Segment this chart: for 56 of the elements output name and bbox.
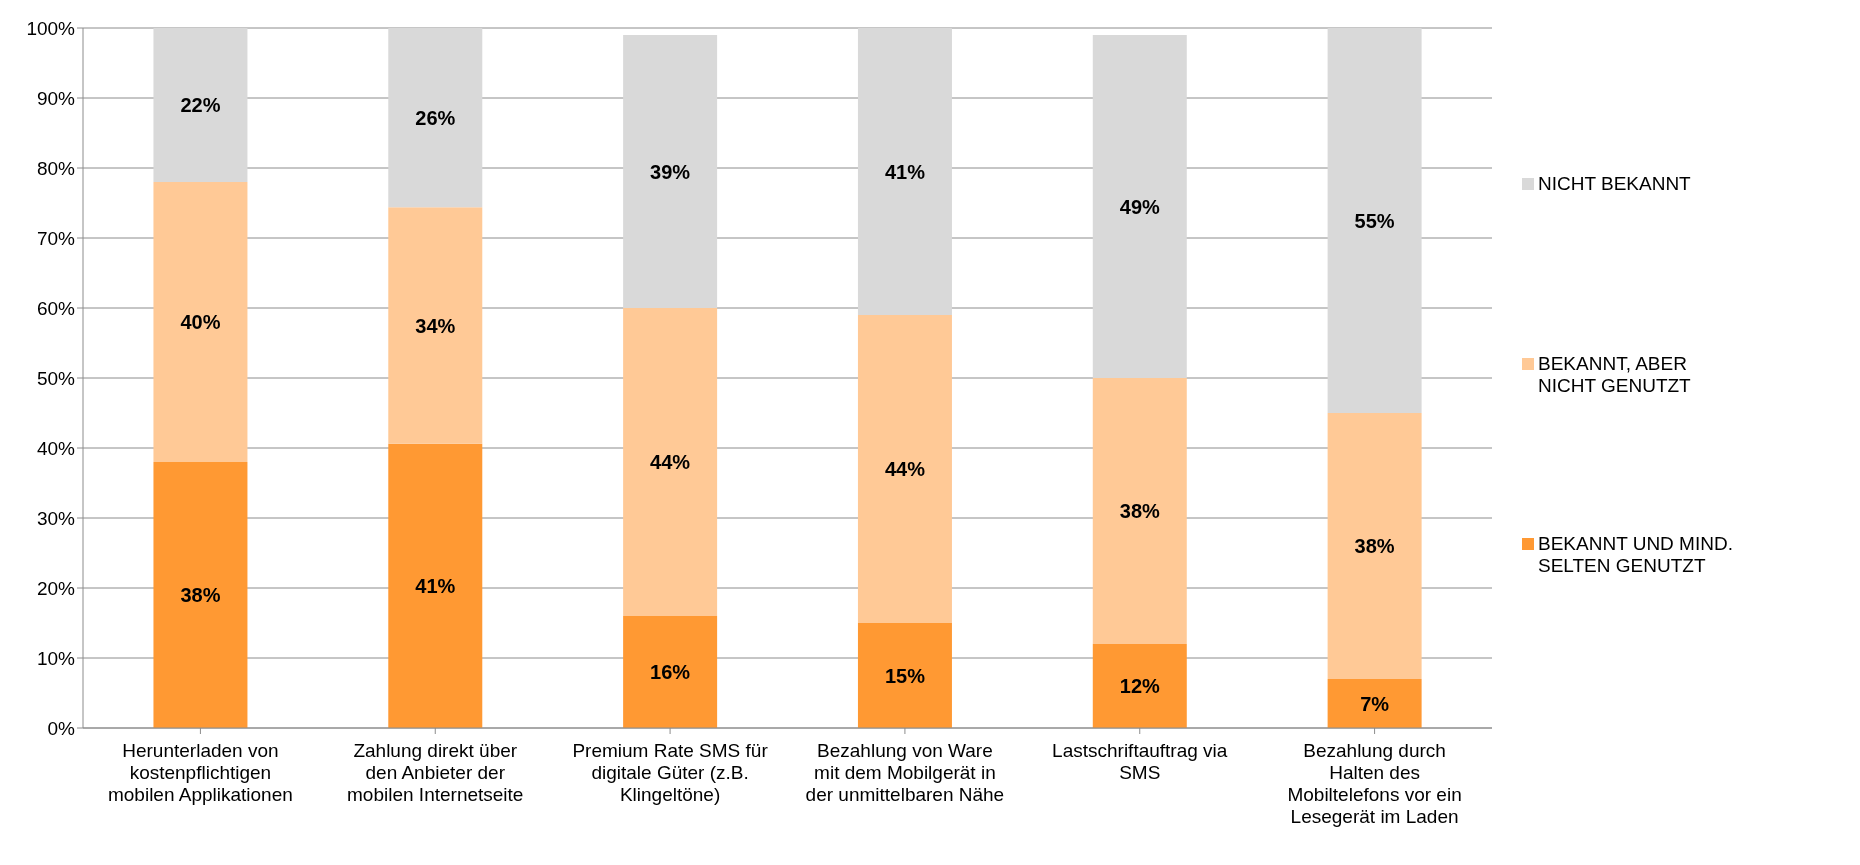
data-label: 40% <box>180 311 221 333</box>
data-label: 7% <box>1360 692 1390 715</box>
data-label: 41% <box>884 160 926 183</box>
bar <box>857 623 952 728</box>
bar <box>153 462 248 728</box>
x-tick-label: Lastschriftauftrag via SMS <box>1051 740 1229 784</box>
data-label: 44% <box>650 451 691 473</box>
bar <box>623 35 718 308</box>
data-label: 26% <box>415 106 456 129</box>
x-tick-label: Zahlung direkt über den Anbieter der mobilen Internetseite <box>346 740 525 806</box>
data-label: 22% <box>180 94 221 116</box>
data-label: 44% <box>884 458 926 480</box>
y-tick-label: 50% <box>36 367 76 389</box>
y-tick-label: 100% <box>26 17 76 39</box>
data-label: 39% <box>650 160 691 183</box>
y-tick-label: 90% <box>36 87 76 109</box>
bar <box>1092 644 1187 728</box>
data-label: 34% <box>415 314 456 337</box>
legend-label: BEKANNT UND MIND. SELTEN GENUTZT <box>1538 533 1734 577</box>
bar <box>857 315 952 623</box>
bar <box>1092 378 1187 644</box>
x-tick-label: Bezahlung von Ware mit dem Mobilgerät in der unmittelbaren Nähe <box>804 740 1005 806</box>
bar <box>153 182 248 462</box>
bar <box>1327 679 1422 728</box>
bar <box>857 28 952 315</box>
data-label: 16% <box>650 661 691 683</box>
y-tick-label: 0% <box>47 717 76 739</box>
y-tick-label: 40% <box>36 437 76 459</box>
data-label: 12% <box>1119 675 1161 697</box>
bar <box>623 616 718 728</box>
y-tick-label: 30% <box>36 507 76 529</box>
bar <box>388 207 483 444</box>
data-label: 38% <box>1354 535 1395 557</box>
bar <box>388 443 483 728</box>
legend-label: BEKANNT, ABER NICHT GENUTZT <box>1538 353 1692 397</box>
x-tick-label: Premium Rate SMS für digitale Güter (z.B. Klingeltöne) <box>571 740 769 806</box>
x-tick-label: Bezahlung durch Halten des Mobiltelefons vor ein Lesegerät im Laden <box>1286 740 1463 828</box>
y-tick-label: 80% <box>36 157 76 179</box>
data-label: 49% <box>1119 195 1161 218</box>
bar <box>388 28 483 208</box>
y-tick-label: 70% <box>36 227 76 249</box>
bar <box>1327 413 1422 679</box>
bar <box>623 308 718 616</box>
data-label: 55% <box>1354 209 1395 232</box>
data-label: 15% <box>884 664 926 687</box>
bar <box>1092 35 1187 378</box>
y-tick-label: 60% <box>36 297 76 319</box>
data-label: 41% <box>415 574 456 597</box>
y-tick-label: 10% <box>36 647 76 669</box>
y-tick-label: 20% <box>36 577 76 599</box>
data-label: 38% <box>1119 500 1161 522</box>
x-tick-label: Herunterladen von kostenpflichtigen mobilen Applikationen <box>106 740 294 806</box>
bar <box>153 28 248 182</box>
data-label: 38% <box>180 584 221 606</box>
legend-label: NICHT BEKANNT <box>1538 173 1692 195</box>
bar <box>1327 28 1422 413</box>
